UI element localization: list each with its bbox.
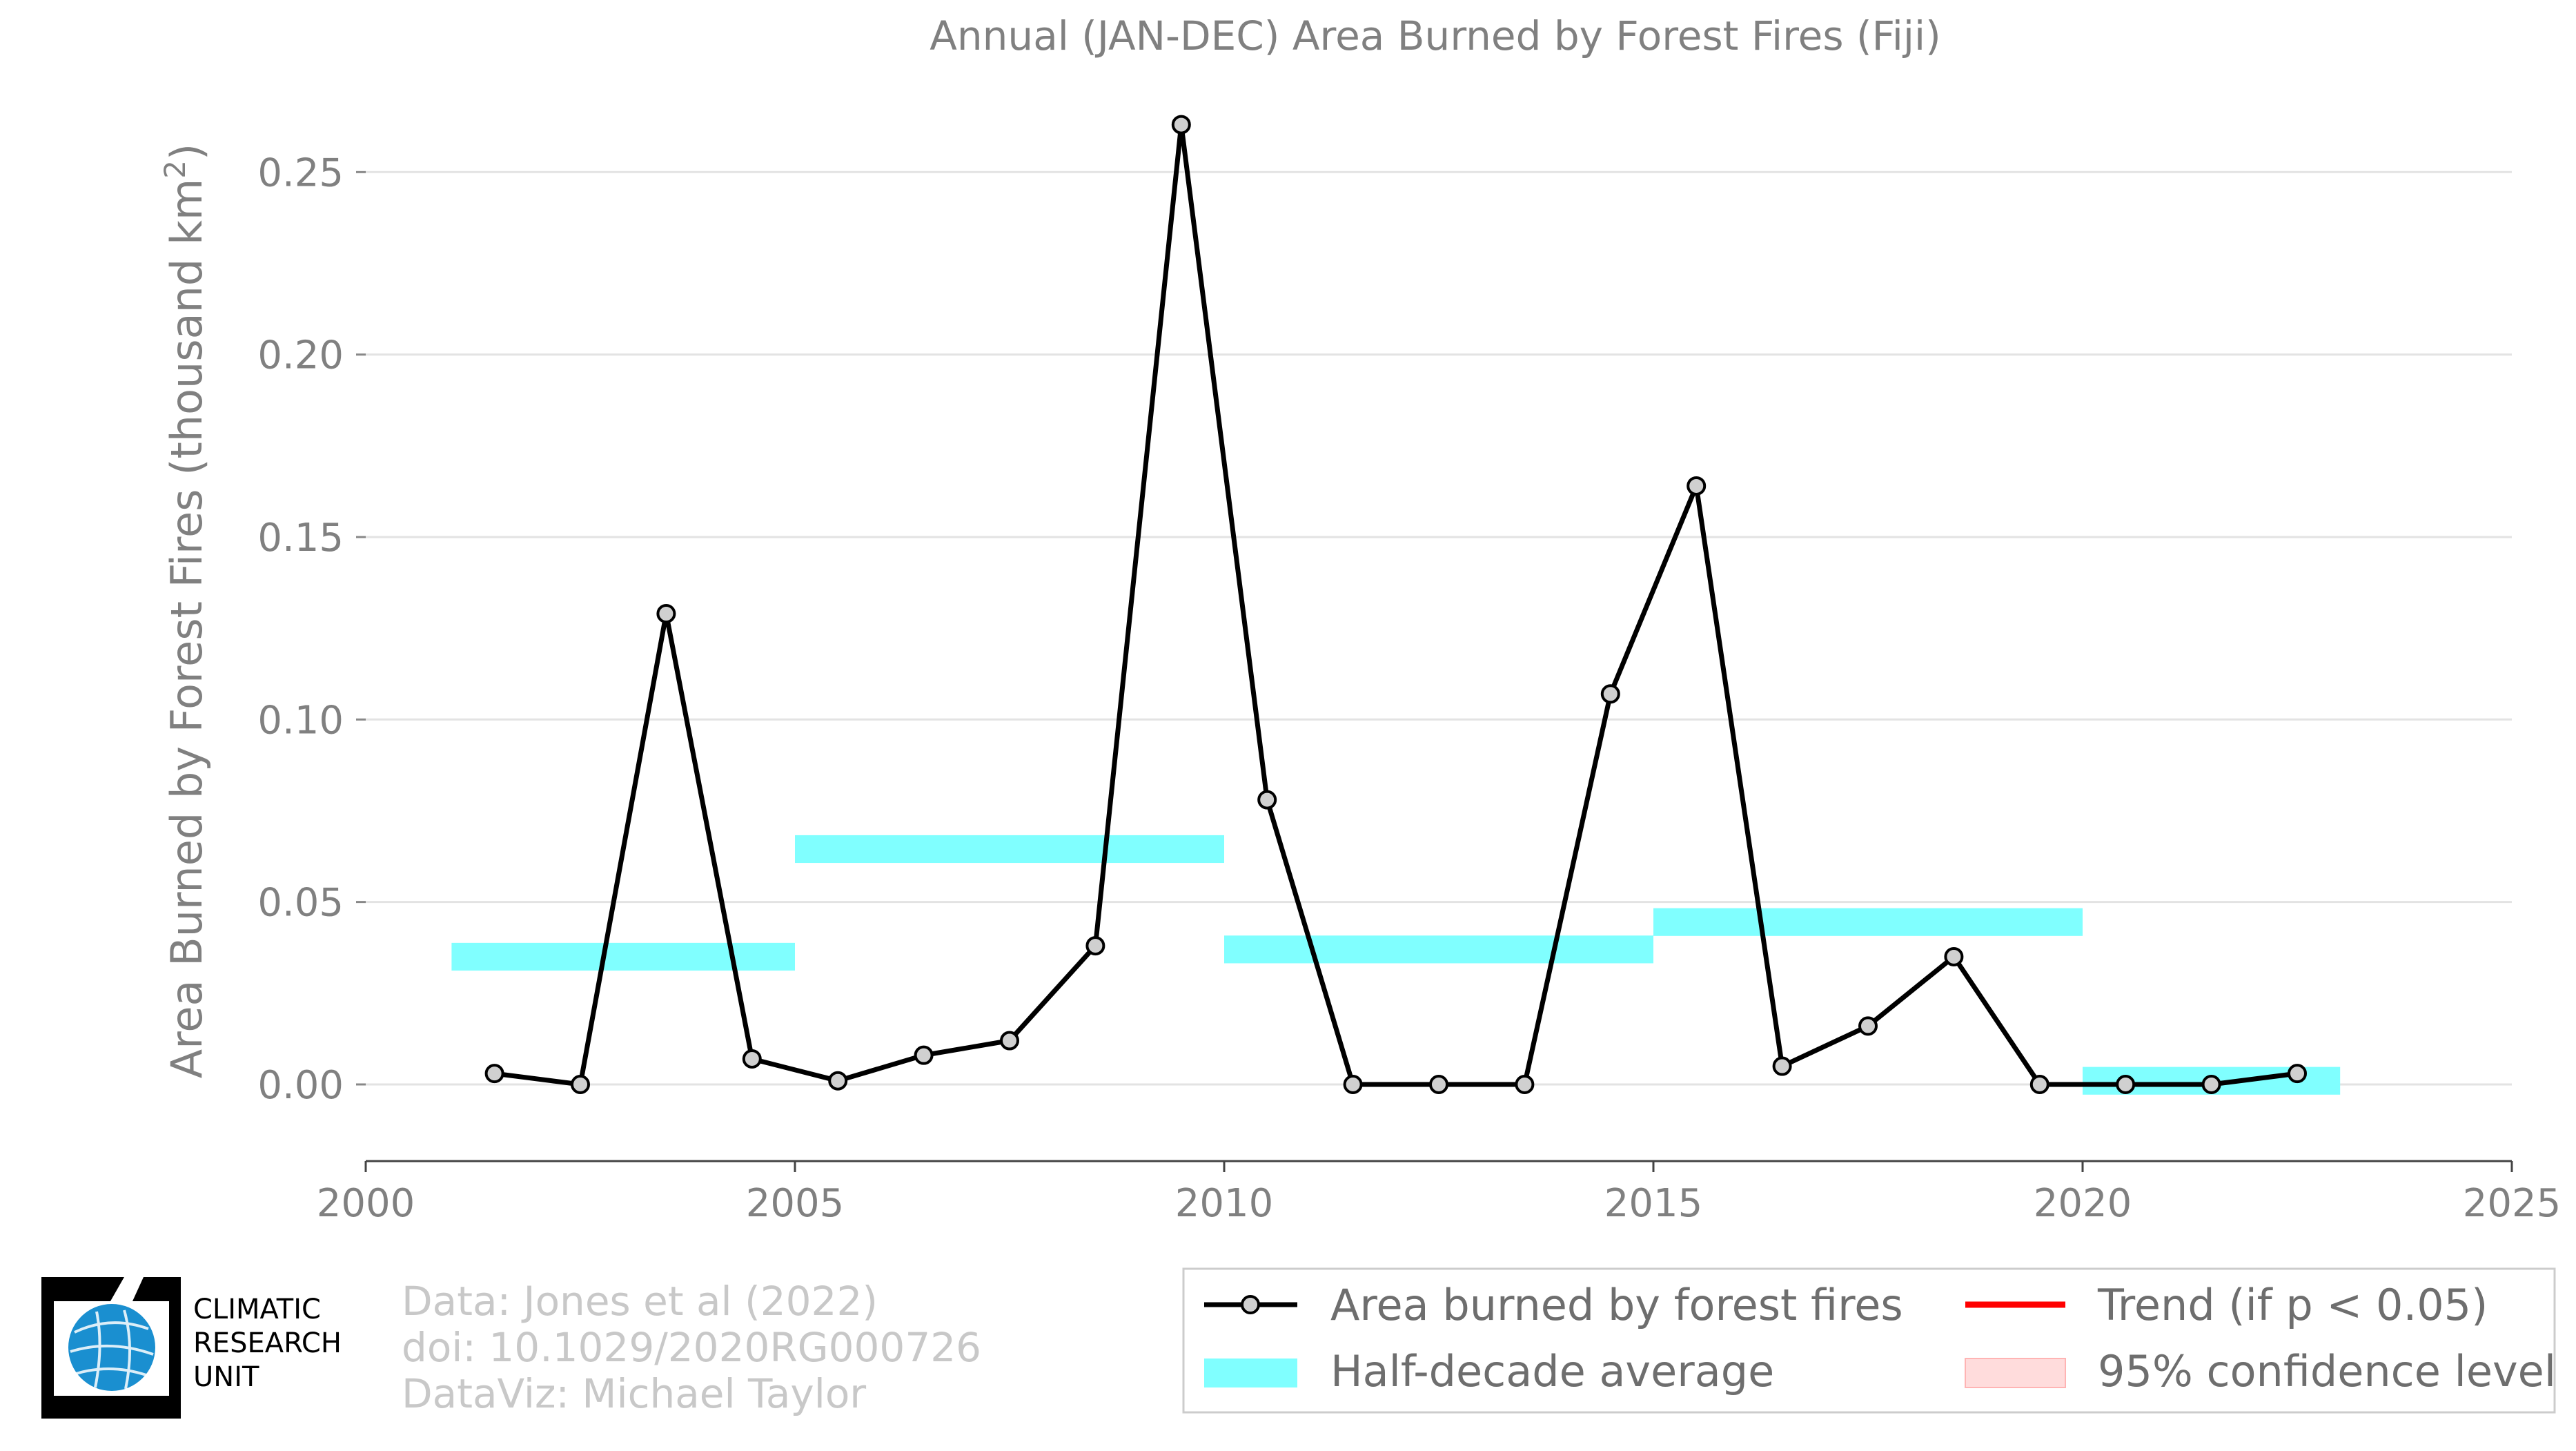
logo-text-line1: CLIMATIC: [193, 1294, 321, 1325]
legend-marker-icon: [1241, 1295, 1260, 1314]
legend-box: [1182, 1267, 2556, 1414]
data-point: [828, 1071, 848, 1091]
credit-doi: doi: 10.1029/2020RG000726: [402, 1324, 981, 1371]
data-point: [2116, 1074, 2136, 1094]
x-axis: 2000 2005 2010 2015 2020 2025: [317, 1160, 2562, 1226]
y-tick-label: 0.10: [257, 698, 344, 743]
x-tick-label: 2010: [1175, 1181, 1274, 1226]
data-point: [1429, 1074, 1448, 1094]
globe-lines-icon: [70, 1309, 154, 1390]
series-line: [494, 122, 2298, 1087]
chart-title: Annual (JAN-DEC) Area Burned by Forest F…: [930, 12, 1941, 59]
data-point: [1343, 1074, 1363, 1094]
y-axis-title-superscript: 2: [158, 160, 192, 179]
legend-item-trend: Trend (if p < 0.05): [1965, 1280, 2488, 1330]
legend-label-trend: Trend (if p < 0.05): [2097, 1280, 2488, 1330]
y-tick-label: 0.05: [257, 881, 344, 926]
x-tick-label: 2020: [2034, 1181, 2132, 1226]
half-decade-bar: [1224, 935, 1653, 964]
credit-data: Data: Jones et al (2022): [402, 1278, 878, 1325]
x-tick-label: 2000: [317, 1181, 415, 1226]
legend-item-confidence: 95% confidence level: [1965, 1346, 2556, 1396]
data-point: [1944, 946, 1964, 966]
legend-half-decade-swatch: [1204, 1359, 1297, 1387]
data-point: [742, 1049, 762, 1069]
data-point: [571, 1074, 590, 1094]
area-burned-series: [484, 115, 2307, 1094]
x-tick-label: 2015: [1604, 1181, 1703, 1226]
data-point: [2029, 1074, 2049, 1094]
logo-left-bracket: [41, 1277, 124, 1419]
data-point: [1000, 1031, 1019, 1051]
legend-label-confidence: 95% confidence level: [2098, 1346, 2556, 1396]
y-tick-label: 0.20: [257, 333, 344, 378]
data-point: [1600, 684, 1620, 704]
data-point: [2288, 1064, 2307, 1084]
cru-logo: CLIMATIC RESEARCH UNIT: [41, 1277, 342, 1419]
logo-right-bracket: [97, 1277, 181, 1419]
legend-confidence-swatch: [1965, 1358, 2066, 1388]
legend-item-area-burned: Area burned by forest fires: [1204, 1280, 1903, 1330]
half-decade-average-bars: [451, 835, 2341, 1095]
logo-text-line2: RESEARCH: [193, 1327, 342, 1359]
data-point: [484, 1064, 504, 1084]
data-point: [1687, 476, 1707, 496]
y-tick-label: 0.15: [257, 516, 344, 561]
legend-item-half-decade: Half-decade average: [1204, 1346, 1774, 1396]
legend: Area burned by forest fires Trend (if p …: [1182, 1267, 2556, 1414]
data-point: [1085, 936, 1105, 956]
y-axis-title-main: Area Burned by Forest Fires (thousand km: [161, 179, 212, 1078]
data-point: [914, 1045, 934, 1065]
data-point: [1257, 790, 1277, 810]
y-axis-title-end: ): [161, 144, 212, 160]
data-point: [656, 603, 676, 623]
data-point: [2201, 1074, 2221, 1094]
x-tick-label: 2005: [746, 1181, 845, 1226]
y-tick-label: 0.00: [257, 1063, 344, 1108]
legend-label-half-decade: Half-decade average: [1330, 1346, 1774, 1396]
x-tick-label: 2025: [2463, 1181, 2562, 1226]
logo-text-line3: UNIT: [193, 1361, 259, 1393]
data-point: [1515, 1074, 1535, 1094]
y-tick-labels: 0.00 0.05 0.10 0.15 0.20 0.25: [257, 150, 366, 1108]
y-axis-title: Area Burned by Forest Fires (thousand km…: [158, 144, 212, 1078]
half-decade-bar: [451, 942, 795, 971]
data-point: [1772, 1056, 1792, 1076]
y-tick-label: 0.25: [257, 150, 344, 195]
data-point: [1171, 115, 1191, 135]
half-decade-bar: [795, 835, 1224, 864]
legend-label-area-burned: Area burned by forest fires: [1330, 1280, 1903, 1330]
half-decade-bar: [1653, 908, 2083, 936]
credit-dataviz: DataViz: Michael Taylor: [402, 1370, 866, 1417]
data-point: [1858, 1016, 1878, 1036]
